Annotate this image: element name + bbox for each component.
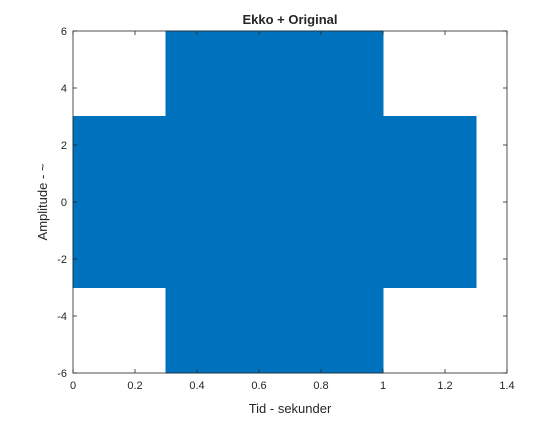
x-tick-label: 0.6 bbox=[251, 380, 266, 392]
y-tick-label: 2 bbox=[61, 140, 67, 152]
y-tick-label: 6 bbox=[61, 26, 67, 38]
y-axis-ticks: -6 -4 -2 0 2 4 6 bbox=[57, 26, 507, 380]
x-tick-label: 1.4 bbox=[499, 380, 514, 392]
x-tick-label: 0.4 bbox=[189, 380, 204, 392]
x-tick-label: 1.2 bbox=[437, 380, 452, 392]
chart-title: Ekko + Original bbox=[242, 12, 337, 27]
y-tick-label: -2 bbox=[57, 254, 67, 266]
x-tick-label: 0.2 bbox=[127, 380, 142, 392]
x-axis-label: Tid - sekunder bbox=[249, 401, 332, 416]
y-tick-label: 0 bbox=[61, 197, 67, 209]
y-tick-label: -6 bbox=[57, 368, 67, 380]
x-tick-label: 0.8 bbox=[313, 380, 328, 392]
y-tick-label: 4 bbox=[61, 83, 67, 95]
x-axis-ticks: 0 0.2 0.4 0.6 0.8 1 1.2 1.4 bbox=[70, 31, 515, 392]
x-tick-label: 1 bbox=[380, 380, 386, 392]
y-tick-label: -4 bbox=[57, 311, 67, 323]
y-axis-label: Amplitude - ~ bbox=[35, 163, 50, 240]
x-tick-label: 0 bbox=[70, 380, 76, 392]
